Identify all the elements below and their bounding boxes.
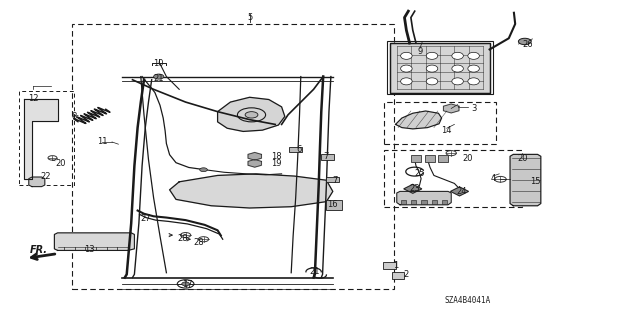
Text: 26: 26 xyxy=(523,40,533,48)
Bar xyxy=(442,200,447,204)
Ellipse shape xyxy=(426,78,438,85)
Circle shape xyxy=(518,38,531,45)
Text: 7: 7 xyxy=(324,152,329,161)
Text: 8: 8 xyxy=(71,112,76,121)
Polygon shape xyxy=(397,191,451,205)
Text: 16: 16 xyxy=(328,200,338,209)
Ellipse shape xyxy=(401,78,412,85)
Bar xyxy=(390,43,490,93)
Text: 14: 14 xyxy=(442,126,452,135)
Text: FR.: FR. xyxy=(29,245,47,256)
Bar xyxy=(432,200,437,204)
Text: 17: 17 xyxy=(182,280,193,289)
Ellipse shape xyxy=(426,52,438,59)
Text: 20: 20 xyxy=(517,154,527,163)
Ellipse shape xyxy=(426,65,438,72)
Bar xyxy=(19,91,74,185)
Ellipse shape xyxy=(401,52,412,59)
Bar xyxy=(326,177,339,182)
Text: 23: 23 xyxy=(410,184,420,193)
Circle shape xyxy=(200,168,207,172)
Polygon shape xyxy=(510,154,541,206)
Text: 12: 12 xyxy=(28,94,38,103)
Polygon shape xyxy=(404,184,422,193)
Ellipse shape xyxy=(468,78,479,85)
Text: 1: 1 xyxy=(393,261,398,270)
Bar xyxy=(383,262,396,269)
Bar xyxy=(390,43,490,93)
Text: 20: 20 xyxy=(462,154,472,163)
Text: 4: 4 xyxy=(490,174,495,183)
Text: 9: 9 xyxy=(417,47,422,56)
Bar xyxy=(321,154,334,160)
Bar xyxy=(72,24,394,289)
Ellipse shape xyxy=(401,65,412,72)
Bar xyxy=(411,155,421,162)
Ellipse shape xyxy=(452,65,463,72)
Text: 19: 19 xyxy=(271,159,282,168)
Bar xyxy=(384,102,496,144)
Circle shape xyxy=(245,112,258,118)
Circle shape xyxy=(182,282,189,286)
Polygon shape xyxy=(29,177,45,187)
Polygon shape xyxy=(444,104,459,113)
Bar xyxy=(425,155,435,162)
Bar xyxy=(384,150,522,207)
Text: 25: 25 xyxy=(415,169,425,178)
Text: 10: 10 xyxy=(154,59,164,68)
Text: 28: 28 xyxy=(177,234,188,243)
Polygon shape xyxy=(24,99,58,179)
Circle shape xyxy=(154,74,164,79)
Text: 3: 3 xyxy=(471,104,476,113)
Ellipse shape xyxy=(468,65,479,72)
Polygon shape xyxy=(248,152,261,160)
Polygon shape xyxy=(54,233,134,250)
Text: 20: 20 xyxy=(56,159,66,168)
Text: 6: 6 xyxy=(297,145,302,154)
Ellipse shape xyxy=(468,52,479,59)
Text: 2: 2 xyxy=(404,271,409,279)
Bar xyxy=(411,200,416,204)
Text: 7: 7 xyxy=(333,176,338,185)
Bar xyxy=(438,155,448,162)
Bar xyxy=(422,200,427,204)
Bar xyxy=(392,272,404,279)
Ellipse shape xyxy=(452,52,463,59)
Bar xyxy=(326,200,342,210)
Polygon shape xyxy=(170,174,333,208)
Bar xyxy=(401,200,406,204)
Text: 13: 13 xyxy=(84,245,95,254)
Polygon shape xyxy=(451,187,468,196)
Text: 27: 27 xyxy=(141,214,151,223)
Text: 28: 28 xyxy=(193,238,204,247)
Ellipse shape xyxy=(452,78,463,85)
Polygon shape xyxy=(248,160,261,167)
Text: 5: 5 xyxy=(247,13,252,22)
Polygon shape xyxy=(396,111,442,129)
Text: SZA4B4041A: SZA4B4041A xyxy=(444,296,490,305)
Text: 21: 21 xyxy=(310,267,320,276)
Text: 21: 21 xyxy=(154,74,164,83)
Polygon shape xyxy=(218,97,285,131)
Text: 22: 22 xyxy=(41,172,51,181)
Bar xyxy=(387,41,493,94)
Text: 15: 15 xyxy=(530,177,540,186)
Text: 11: 11 xyxy=(97,137,108,146)
Text: 18: 18 xyxy=(271,152,282,161)
Bar xyxy=(289,147,302,152)
Text: 24: 24 xyxy=(457,187,467,196)
